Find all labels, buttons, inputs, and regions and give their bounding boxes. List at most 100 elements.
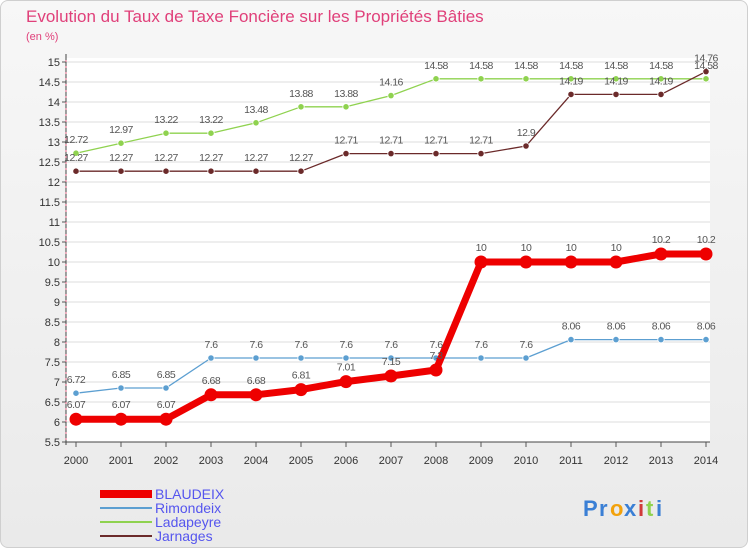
data-point-jarnages <box>432 150 440 158</box>
data-point-rimondeix <box>612 335 620 344</box>
logo-letter: i <box>656 496 662 521</box>
data-label-jarnages: 12.27 <box>289 152 313 164</box>
data-label-ladapeyre: 13.22 <box>199 114 223 126</box>
data-point-rimondeix <box>207 354 215 362</box>
x-tick-label: 2012 <box>604 455 628 467</box>
data-point-ladapeyre <box>702 75 710 83</box>
x-tick-label: 2009 <box>469 455 493 467</box>
data-label-rimondeix: 7.6 <box>474 339 488 351</box>
x-tick-label: 2004 <box>244 455 268 467</box>
data-point-jarnages <box>657 90 665 99</box>
x-tick-label: 2002 <box>154 455 178 467</box>
logo-letter: r <box>599 496 608 521</box>
y-tick-label: 12 <box>48 177 60 189</box>
data-label-ladapeyre: 14.58 <box>649 60 673 72</box>
data-label-blaudeix: 10.2 <box>697 234 716 246</box>
data-label-ladapeyre: 14.58 <box>604 60 628 72</box>
data-point-rimondeix <box>477 354 485 362</box>
data-label-rimondeix: 7.6 <box>294 339 308 351</box>
data-point-ladapeyre <box>567 75 575 83</box>
logo-letter: o <box>610 496 623 521</box>
data-label-ladapeyre: 14.16 <box>379 77 403 89</box>
data-label-rimondeix: 8.06 <box>607 321 626 333</box>
y-tick-label: 7 <box>54 377 60 389</box>
data-label-jarnages: 14.19 <box>649 75 673 87</box>
y-tick-label: 13.5 <box>39 117 60 129</box>
data-point-jarnages <box>612 90 620 99</box>
data-point-jarnages <box>567 90 575 99</box>
y-tick-label: 6.5 <box>45 397 60 409</box>
data-point-jarnages <box>117 167 125 175</box>
data-label-rimondeix: 7.6 <box>429 339 443 351</box>
data-label-blaudeix: 6.68 <box>247 375 266 387</box>
data-label-ladapeyre: 12.72 <box>64 134 88 146</box>
data-label-ladapeyre: 13.88 <box>334 88 358 100</box>
data-point-blaudeix <box>474 255 488 269</box>
data-point-rimondeix <box>522 354 530 362</box>
data-label-jarnages: 12.71 <box>379 135 403 147</box>
data-label-jarnages: 12.27 <box>154 152 178 164</box>
y-tick-label: 9.5 <box>45 277 60 289</box>
y-tick-label: 6 <box>54 417 60 429</box>
y-tick-label: 8 <box>54 337 60 349</box>
data-label-rimondeix: 8.06 <box>562 321 581 333</box>
y-tick-label: 9 <box>54 297 60 309</box>
legend-label-ladapeyre: Ladapeyre <box>155 514 221 530</box>
data-label-jarnages: 12.27 <box>244 152 268 164</box>
data-point-jarnages <box>207 167 215 175</box>
data-point-blaudeix <box>654 247 668 261</box>
data-label-jarnages: 14.19 <box>604 75 628 87</box>
data-label-blaudeix: 6.81 <box>292 370 311 382</box>
x-tick-label: 2003 <box>199 455 223 467</box>
data-label-ladapeyre: 12.97 <box>109 124 133 136</box>
y-tick-label: 7.5 <box>45 357 60 369</box>
data-point-rimondeix <box>387 354 395 362</box>
data-point-ladapeyre <box>612 75 620 83</box>
data-point-blaudeix <box>564 255 578 269</box>
data-point-rimondeix <box>702 335 710 344</box>
x-tick-label: 2010 <box>514 455 538 467</box>
data-label-jarnages: 12.27 <box>199 152 223 164</box>
data-label-ladapeyre: 14.58 <box>559 60 583 72</box>
data-point-jarnages <box>297 167 305 175</box>
data-label-rimondeix: 7.6 <box>204 339 218 351</box>
data-point-blaudeix <box>699 247 713 261</box>
logo-letter: i <box>638 496 644 521</box>
chart-title: Evolution du Taux de Taxe Foncière sur l… <box>26 7 484 26</box>
data-point-ladapeyre <box>297 103 305 111</box>
data-label-blaudeix: 10 <box>566 242 577 254</box>
legend-label-jarnages: Jarnages <box>155 528 213 544</box>
data-point-jarnages <box>522 142 530 150</box>
data-point-blaudeix <box>204 388 218 402</box>
data-point-ladapeyre <box>342 103 350 111</box>
data-label-rimondeix: 8.06 <box>697 321 716 333</box>
data-point-rimondeix <box>72 389 80 397</box>
logo-letter: t <box>646 496 654 521</box>
data-label-blaudeix: 6.07 <box>67 399 86 411</box>
data-point-blaudeix <box>114 412 128 426</box>
legend-label-blaudeix: BLAUDEIX <box>155 486 225 502</box>
data-label-blaudeix: 7.15 <box>382 356 401 368</box>
data-label-blaudeix: 6.07 <box>157 399 176 411</box>
data-label-blaudeix: 10 <box>476 242 487 254</box>
data-point-rimondeix <box>657 335 665 344</box>
data-point-rimondeix <box>252 354 260 362</box>
data-label-jarnages: 12.9 <box>517 127 536 139</box>
data-point-blaudeix <box>384 369 398 383</box>
legend-label-rimondeix: Rimondeix <box>155 500 221 516</box>
data-point-rimondeix <box>567 335 575 344</box>
data-label-jarnages: 12.71 <box>469 135 493 147</box>
data-label-rimondeix: 6.72 <box>67 374 86 386</box>
data-point-ladapeyre <box>522 75 530 83</box>
data-point-ladapeyre <box>477 75 485 83</box>
data-label-jarnages: 12.27 <box>64 152 88 164</box>
x-tick-label: 2001 <box>109 455 133 467</box>
data-point-jarnages <box>387 150 395 158</box>
data-label-rimondeix: 7.6 <box>249 339 263 351</box>
data-point-blaudeix <box>69 412 83 426</box>
data-point-rimondeix <box>117 384 125 392</box>
data-label-rimondeix: 7.6 <box>519 339 533 351</box>
data-label-rimondeix: 7.6 <box>339 339 353 351</box>
data-label-jarnages: 14.76 <box>694 53 718 65</box>
